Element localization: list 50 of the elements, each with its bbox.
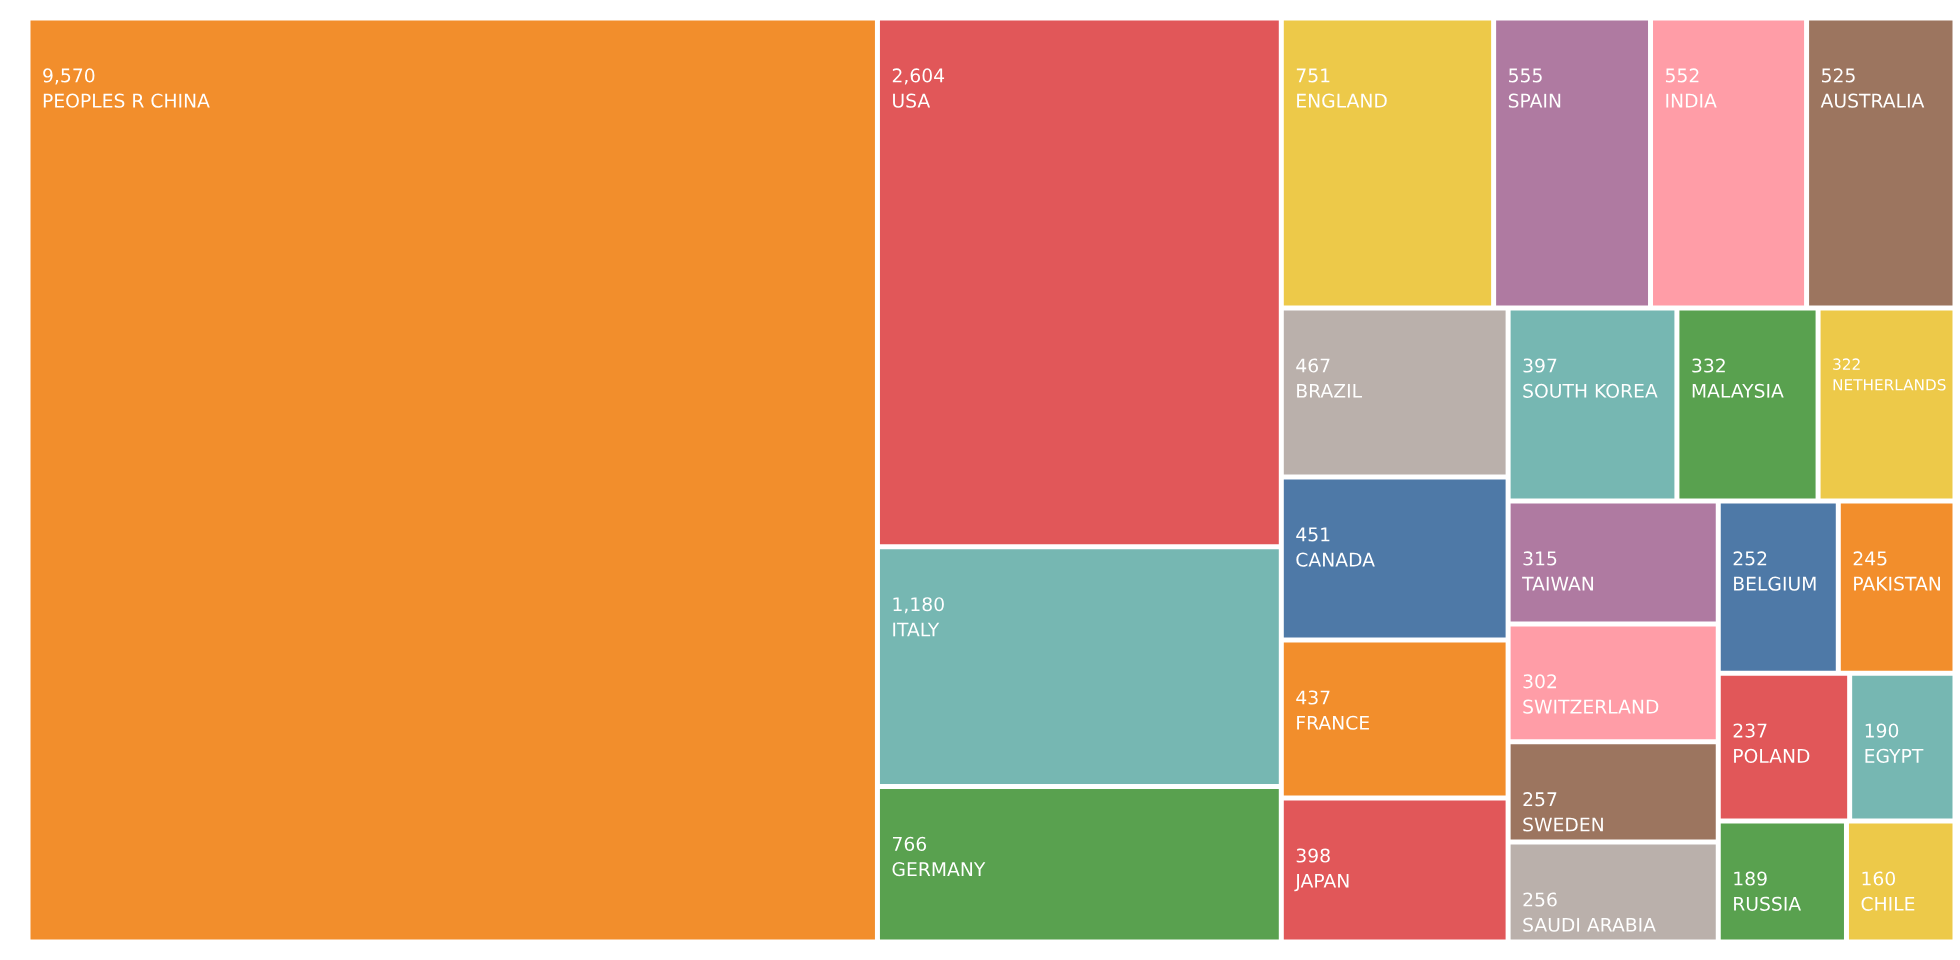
data-label: 525 bbox=[1822, 68, 1855, 83]
category-label: SAUDI ARABIA bbox=[1523, 917, 1656, 932]
category-label: INDIA bbox=[1666, 93, 1717, 108]
data-label: 555 bbox=[1509, 68, 1542, 83]
category-label: ENGLAND bbox=[1297, 93, 1387, 108]
category-label: JAPAN bbox=[1294, 873, 1349, 892]
data-label: 189 bbox=[1734, 871, 1767, 886]
category-label: MALAYSIA bbox=[1692, 383, 1784, 398]
category-label: BRAZIL bbox=[1297, 383, 1362, 398]
data-label: 237 bbox=[1733, 723, 1767, 738]
data-label: 766 bbox=[892, 836, 927, 851]
data-label: 322 bbox=[1833, 358, 1860, 370]
data-label: 451 bbox=[1296, 527, 1330, 542]
data-label: 315 bbox=[1523, 551, 1557, 566]
category-label: PEOPLES R CHINA bbox=[43, 93, 210, 108]
category-label: PAKISTAN bbox=[1854, 576, 1940, 591]
category-label: USA bbox=[893, 93, 931, 108]
category-label: SPAIN bbox=[1508, 93, 1561, 108]
data-label: 256 bbox=[1523, 892, 1557, 907]
category-label: TAIWAN bbox=[1522, 576, 1593, 591]
category-label: SWEDEN bbox=[1523, 817, 1603, 832]
category-label: NETHERLANDS bbox=[1833, 378, 1946, 391]
data-label: 257 bbox=[1523, 792, 1557, 807]
category-label: SWITZERLAND bbox=[1523, 699, 1659, 714]
data-label: 398 bbox=[1296, 848, 1330, 863]
category-label: CHILE bbox=[1861, 896, 1915, 911]
category-label: ITALY bbox=[893, 622, 940, 637]
data-label: 467 bbox=[1296, 358, 1330, 373]
category-label: EGYPT bbox=[1865, 748, 1924, 763]
data-label: 252 bbox=[1733, 551, 1767, 566]
data-label: 1,180 bbox=[893, 597, 944, 614]
data-label: 9,570 bbox=[43, 68, 95, 85]
category-label: RUSSIA bbox=[1734, 896, 1802, 911]
category-label: FRANCE bbox=[1297, 715, 1369, 730]
data-label: 437 bbox=[1296, 690, 1330, 705]
data-label: 751 bbox=[1296, 68, 1330, 83]
category-label: SOUTH KOREA bbox=[1523, 383, 1658, 398]
category-label: GERMANY bbox=[892, 862, 986, 877]
data-label: 245 bbox=[1853, 551, 1887, 566]
category-label: CANADA bbox=[1296, 552, 1375, 567]
data-label: 397 bbox=[1523, 358, 1557, 373]
category-label: BELGIUM bbox=[1734, 576, 1816, 591]
data-label: 2,604 bbox=[892, 68, 945, 85]
category-label: AUSTRALIA bbox=[1820, 93, 1925, 108]
data-label: 190 bbox=[1865, 723, 1899, 738]
data-label: 302 bbox=[1523, 674, 1557, 689]
data-label: 552 bbox=[1665, 68, 1699, 83]
data-label: 332 bbox=[1692, 358, 1725, 373]
category-label: POLAND bbox=[1734, 748, 1810, 763]
data-label: 160 bbox=[1862, 871, 1896, 886]
